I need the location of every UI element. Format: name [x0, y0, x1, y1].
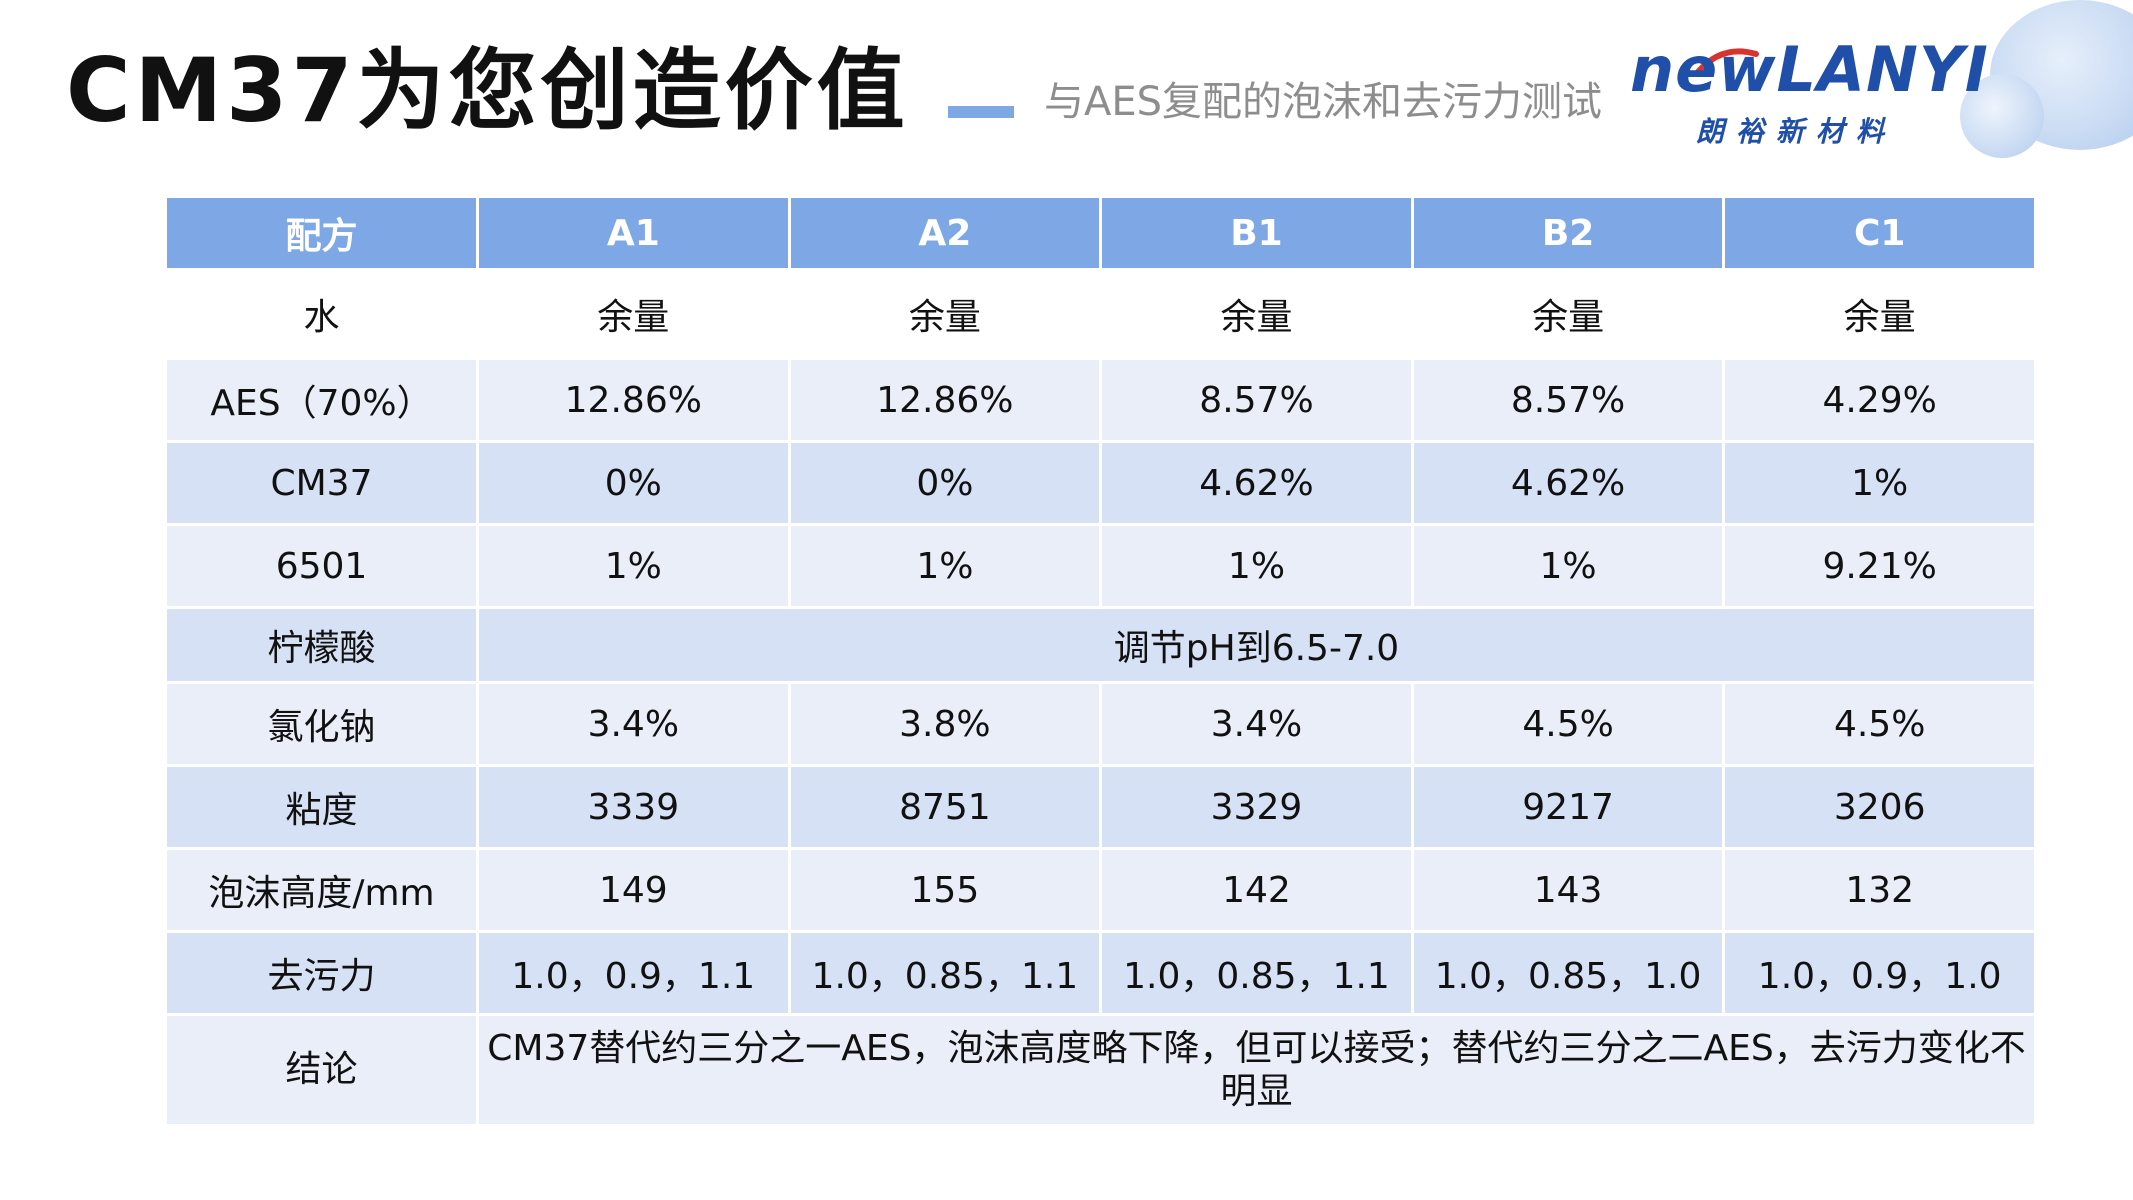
table-cell: 12.86% [787, 357, 1103, 443]
table-cell: 8.57% [1099, 357, 1414, 443]
header-cell-b1: B1 [1099, 195, 1414, 271]
table-cell: 9217 [1410, 764, 1726, 850]
table-cell-merged: CM37替代约三分之一AES，泡沫高度略下降，但可以接受；替代约三分之二AES，… [476, 1013, 2037, 1127]
company-logo: newLANYI 朗裕新材料 [1630, 35, 1988, 156]
table-cell-merged: 调节pH到6.5-7.0 [476, 606, 2037, 684]
row-label: 泡沫高度/mm [164, 847, 479, 933]
table-cell: 余量 [1722, 268, 2037, 360]
table-cell: 155 [787, 847, 1103, 933]
table-cell: 1.0，0.85，1.1 [787, 930, 1103, 1016]
row-label: 水 [164, 268, 479, 360]
row-label: AES（70%） [164, 357, 479, 443]
table-cell: 3339 [476, 764, 791, 850]
table-cell: 8751 [787, 764, 1103, 850]
row-label: 柠檬酸 [164, 606, 479, 684]
logo-swoosh-icon [1695, 48, 1759, 75]
header-cell-a2: A2 [787, 195, 1103, 271]
table-header-row: 配方 A1 A2 B1 B2 C1 [164, 195, 2037, 271]
table-cell: 1.0，0.85，1.1 [1099, 930, 1414, 1016]
table-cell: 余量 [476, 268, 791, 360]
table-row-cm37: CM37 0% 0% 4.62% 4.62% 1% [164, 440, 2037, 526]
table-cell: 3.8% [787, 681, 1103, 767]
header-cell-formula: 配方 [164, 195, 479, 271]
logo-wordmark: newLANYI [1630, 33, 1989, 106]
formula-table: 配方 A1 A2 B1 B2 C1 水 余量 余量 余量 余量 余量 AES（7… [164, 195, 2037, 1127]
table-cell: 4.5% [1722, 681, 2037, 767]
title-divider [948, 106, 1014, 118]
table-cell: 余量 [1099, 268, 1414, 360]
row-label: 氯化钠 [164, 681, 479, 767]
table-cell: 4.29% [1722, 357, 2037, 443]
table-cell: 4.62% [1099, 440, 1414, 526]
table-cell: 3.4% [1099, 681, 1414, 767]
table-cell: 3.4% [476, 681, 791, 767]
table-cell: 142 [1099, 847, 1414, 933]
table-cell: 8.57% [1410, 357, 1726, 443]
row-label: 结论 [164, 1013, 479, 1127]
table-cell: 1% [476, 523, 791, 609]
table-row-aes: AES（70%） 12.86% 12.86% 8.57% 8.57% 4.29% [164, 357, 2037, 443]
header-cell-a1: A1 [476, 195, 791, 271]
table-cell: 1% [1410, 523, 1726, 609]
table-cell: 9.21% [1722, 523, 2037, 609]
table-cell: 余量 [1410, 268, 1726, 360]
table-row-foam-height: 泡沫高度/mm 149 155 142 143 132 [164, 847, 2037, 933]
header-cell-b2: B2 [1410, 195, 1726, 271]
page-subtitle: 与AES复配的泡沫和去污力测试 [1044, 79, 1603, 125]
table-cell: 4.62% [1410, 440, 1726, 526]
table-cell: 1% [1722, 440, 2037, 526]
table-cell: 1% [787, 523, 1103, 609]
table-cell: 0% [476, 440, 791, 526]
table-cell: 149 [476, 847, 791, 933]
table-cell: 1.0，0.85，1.0 [1410, 930, 1726, 1016]
table-row-conclusion: 结论 CM37替代约三分之一AES，泡沫高度略下降，但可以接受；替代约三分之二A… [164, 1013, 2037, 1127]
table-cell: 1.0，0.9，1.0 [1722, 930, 2037, 1016]
table-cell: 1% [1099, 523, 1414, 609]
table-row-viscosity: 粘度 3339 8751 3329 9217 3206 [164, 764, 2037, 850]
table-row-detergency: 去污力 1.0，0.9，1.1 1.0，0.85，1.1 1.0，0.85，1.… [164, 930, 2037, 1016]
table-row-water: 水 余量 余量 余量 余量 余量 [164, 268, 2037, 360]
table-cell: 143 [1410, 847, 1726, 933]
page-title: CM37为您创造价值 [66, 39, 909, 142]
table-cell: 余量 [787, 268, 1103, 360]
table-cell: 4.5% [1410, 681, 1726, 767]
row-label: CM37 [164, 440, 479, 526]
row-label: 6501 [164, 523, 479, 609]
row-label: 粘度 [164, 764, 479, 850]
decorative-bubble-small [1960, 74, 2044, 158]
header-cell-c1: C1 [1722, 195, 2037, 271]
table-cell: 12.86% [476, 357, 791, 443]
table-row-citric-acid: 柠檬酸 调节pH到6.5-7.0 [164, 606, 2037, 684]
table-cell: 3329 [1099, 764, 1414, 850]
table-cell: 1.0，0.9，1.1 [476, 930, 791, 1016]
table-cell: 3206 [1722, 764, 2037, 850]
table-cell: 0% [787, 440, 1103, 526]
table-row-6501: 6501 1% 1% 1% 1% 9.21% [164, 523, 2037, 609]
row-label: 去污力 [164, 930, 479, 1016]
table-cell: 132 [1722, 847, 2037, 933]
table-row-sodium-chloride: 氯化钠 3.4% 3.8% 3.4% 4.5% 4.5% [164, 681, 2037, 767]
logo-tagline: 朗裕新材料 [1696, 115, 1897, 148]
